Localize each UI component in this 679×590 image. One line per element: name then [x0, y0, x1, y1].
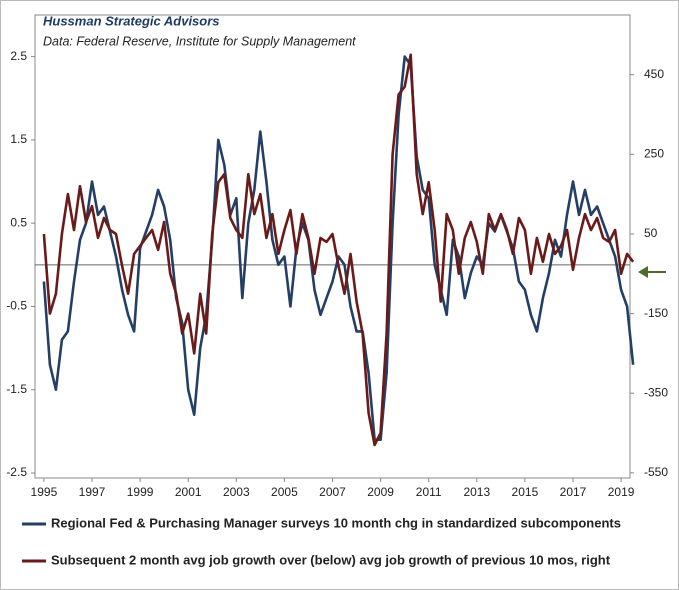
x-tick-label: 1995 [31, 485, 58, 499]
y-tick-label: 2.5 [10, 49, 27, 63]
y2-tick-label: 50 [644, 226, 658, 240]
y-tick-label: -1.5 [6, 382, 27, 396]
x-tick-label: 1999 [127, 485, 154, 499]
x-tick-label: 2001 [175, 485, 202, 499]
x-tick-label: 2017 [560, 485, 587, 499]
y2-tick-label: -550 [644, 465, 668, 479]
y-tick-label: 1.5 [10, 132, 27, 146]
annotation-arrow [638, 266, 666, 278]
chart-title: Hussman Strategic Advisors [43, 13, 220, 28]
legend-label: Subsequent 2 month avg job growth over (… [51, 552, 611, 567]
x-tick-label: 2011 [416, 485, 442, 499]
x-tick-label: 2019 [608, 485, 635, 499]
y2-tick-label: 250 [644, 147, 664, 161]
x-tick-label: 2009 [367, 485, 394, 499]
x-tick-label: 2015 [512, 485, 539, 499]
y2-tick-label: -350 [644, 385, 668, 399]
series-line [42, 53, 635, 447]
x-tick-label: 2003 [223, 485, 250, 499]
x-tick-label: 1997 [79, 485, 106, 499]
legend-label: Regional Fed & Purchasing Manager survey… [51, 515, 621, 530]
y2-tick-label: 450 [644, 67, 664, 81]
y-tick-label: 0.5 [10, 215, 27, 229]
y2-tick-label: -150 [644, 306, 668, 320]
x-tick-label: 2005 [271, 485, 298, 499]
x-tick-label: 2007 [319, 485, 346, 499]
y-tick-label: -0.5 [6, 299, 27, 313]
x-tick-label: 2013 [463, 485, 490, 499]
y-tick-label: -2.5 [6, 465, 27, 479]
chart-subtitle: Data: Federal Reserve, Institute for Sup… [43, 34, 356, 48]
